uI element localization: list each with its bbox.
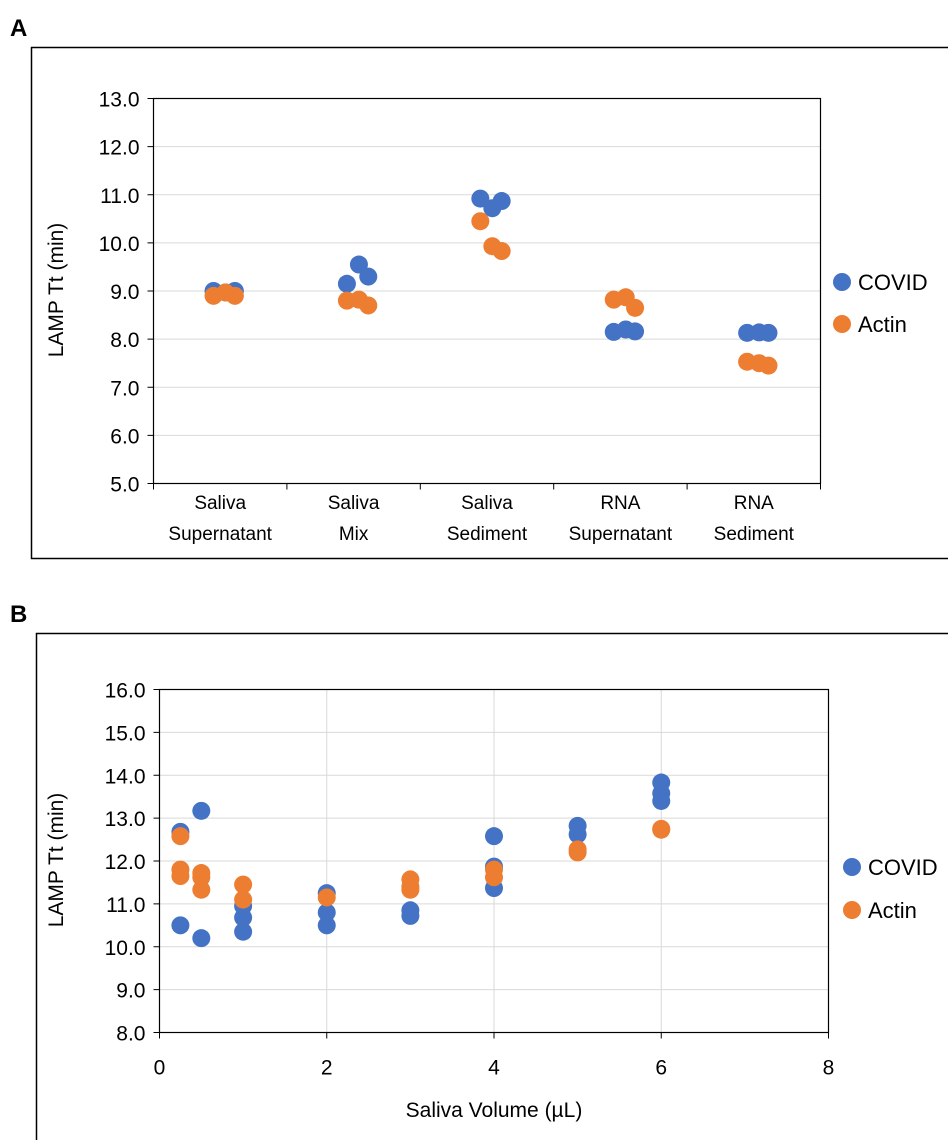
panel-a-point-covid (759, 323, 778, 342)
panel-a-letter: A (10, 15, 27, 42)
panel-a: A 5.0 6.0 7.0 8.0 9.0 10.0 11.0 12.0 13.0 Saliva… (10, 15, 948, 560)
panel-a-category-label-rna-supernatant: Supernatant (569, 524, 673, 545)
panel-a-y-tick-label: 12.0 (99, 137, 140, 160)
panel-b-legend-actin-marker (843, 901, 861, 919)
panel-b-x-tick-label: 8 (823, 1057, 835, 1080)
panel-b-point-actin (401, 880, 420, 899)
panel-b-y-tick-label: 13.0 (105, 808, 146, 831)
panel-b-point-actin (234, 890, 253, 909)
panel-b-point-actin (171, 867, 190, 886)
panel-b-point-actin (192, 868, 211, 887)
panel-a-point-covid (337, 274, 356, 293)
panel-a-y-tick-label: 8.0 (110, 329, 139, 352)
panel-a-point-covid (626, 322, 645, 341)
panel-b-y-tick-label: 10.0 (105, 937, 146, 960)
panel-b-legend-covid-marker (843, 858, 861, 876)
panel-b-point-covid (192, 929, 211, 948)
panel-a-point-covid (471, 189, 490, 208)
panel-a-category-labels: Saliva Supernatant Saliva Mix Saliva Sediment… (168, 493, 794, 545)
panel-b-x-tick-label: 0 (154, 1057, 166, 1080)
panel-b-x-tick-label: 4 (488, 1057, 500, 1080)
panel-a-point-actin (359, 296, 378, 315)
panel-b-point-actin (234, 875, 253, 894)
panel-b-point-actin (568, 843, 587, 862)
panel-b-x-tick-label: 2 (321, 1057, 333, 1080)
panel-a-frame (30, 46, 948, 560)
panel-b-letter: B (10, 601, 27, 628)
panel-b-point-covid (485, 827, 503, 846)
panel-a-legend-actin-label: Actin (858, 312, 907, 337)
panel-b-y-tick-label: 16.0 (105, 680, 146, 703)
panel-a-gridlines (147, 98, 821, 490)
panel-b-point-covid (171, 916, 190, 935)
panel-a-y-tick-label: 10.0 (99, 233, 140, 256)
panel-b-point-covid (317, 916, 336, 935)
panel-b-point-covid (652, 791, 671, 810)
panel-a-point-covid (359, 267, 378, 286)
panel-b: B 8.0 9.0 10.0 11.0 12.0 13.0 14.0 15.0 16.0 0 2 4… (10, 601, 948, 1140)
panel-b-data-points (171, 773, 671, 948)
panel-a-legend-actin-marker (833, 315, 851, 333)
panel-b-point-covid (192, 801, 211, 820)
panel-a-category-label-rna-sediment: RNA (734, 493, 774, 514)
panel-b-legend-actin-label: Actin (868, 898, 917, 923)
panel-a-point-covid (492, 192, 511, 211)
panel-b-point-covid (401, 906, 420, 925)
panel-a-category-label-saliva-supernatant: Supernatant (168, 524, 272, 545)
panel-a-point-actin (471, 212, 490, 231)
panel-a-category-label-saliva-supernatant: Saliva (194, 493, 246, 514)
panel-a-y-tick-label: 7.0 (110, 377, 139, 400)
panel-a-category-label-saliva-sediment: Sediment (447, 524, 528, 545)
panel-b-x-tick-label: 6 (655, 1057, 667, 1080)
panel-b-y-axis-title: LAMP Tt (min) (45, 793, 68, 928)
panel-a-y-tick-label: 5.0 (110, 474, 139, 497)
panel-a-legend: COVID Actin (833, 270, 928, 337)
panel-b-y-tick-label: 12.0 (105, 851, 146, 874)
panel-b-x-tick-labels: 0 2 4 6 8 (154, 1057, 835, 1080)
panel-a-category-label-saliva-mix: Saliva (328, 493, 380, 514)
panel-b-point-covid (234, 908, 253, 927)
panel-a-y-tick-label: 6.0 (110, 425, 139, 448)
panel-a-category-label-rna-supernatant: RNA (600, 493, 640, 514)
panel-b-point-covid (317, 903, 336, 922)
panel-b-point-actin (652, 820, 671, 839)
panel-b-legend-covid-label: COVID (868, 855, 938, 880)
panel-b-point-covid (568, 825, 587, 844)
panel-b-point-actin (192, 880, 211, 899)
panel-a-point-actin (492, 242, 511, 261)
panel-b-point-covid (234, 922, 253, 941)
panel-b-point-actin (317, 888, 336, 907)
panel-a-plot-area (152, 97, 822, 485)
panel-a-y-tick-label: 11.0 (100, 185, 139, 208)
panel-a-y-tick-label: 13.0 (99, 89, 140, 112)
panel-a-point-actin (626, 298, 645, 317)
panel-b-y-tick-label: 9.0 (116, 980, 145, 1003)
panel-b-y-tick-label: 14.0 (105, 765, 146, 788)
panel-b-plot-area (158, 688, 830, 1034)
panel-b-y-tick-labels: 8.0 9.0 10.0 11.0 12.0 13.0 14.0 15.0 16.0 (105, 680, 146, 1046)
panel-a-y-axis-title: LAMP Tt (min) (45, 223, 68, 358)
panel-a-legend-covid-marker (833, 273, 851, 291)
panel-a-data-points (204, 189, 778, 375)
panel-b-frame (35, 632, 948, 1140)
panel-b-point-actin (485, 868, 503, 887)
panel-b-point-actin (171, 827, 190, 846)
panel-b-legend: COVID Actin (843, 855, 938, 923)
panel-b-y-tick-label: 8.0 (116, 1023, 145, 1046)
panel-b-x-axis-title: Saliva Volume (µL) (406, 1099, 583, 1122)
panel-b-y-tick-label: 15.0 (105, 722, 146, 745)
panel-a-category-label-saliva-sediment: Saliva (461, 493, 513, 514)
panel-b-y-tick-label: 11.0 (106, 894, 145, 917)
panel-a-legend-covid-label: COVID (858, 270, 928, 295)
panel-a-y-tick-label: 9.0 (110, 281, 139, 304)
panel-a-category-label-rna-sediment: Sediment (714, 524, 795, 545)
panel-a-point-actin (225, 286, 244, 305)
panel-a-category-label-saliva-mix: Mix (339, 524, 369, 545)
panel-a-point-actin (759, 356, 778, 375)
panel-a-y-tick-labels: 5.0 6.0 7.0 8.0 9.0 10.0 11.0 12.0 13.0 (99, 89, 140, 497)
